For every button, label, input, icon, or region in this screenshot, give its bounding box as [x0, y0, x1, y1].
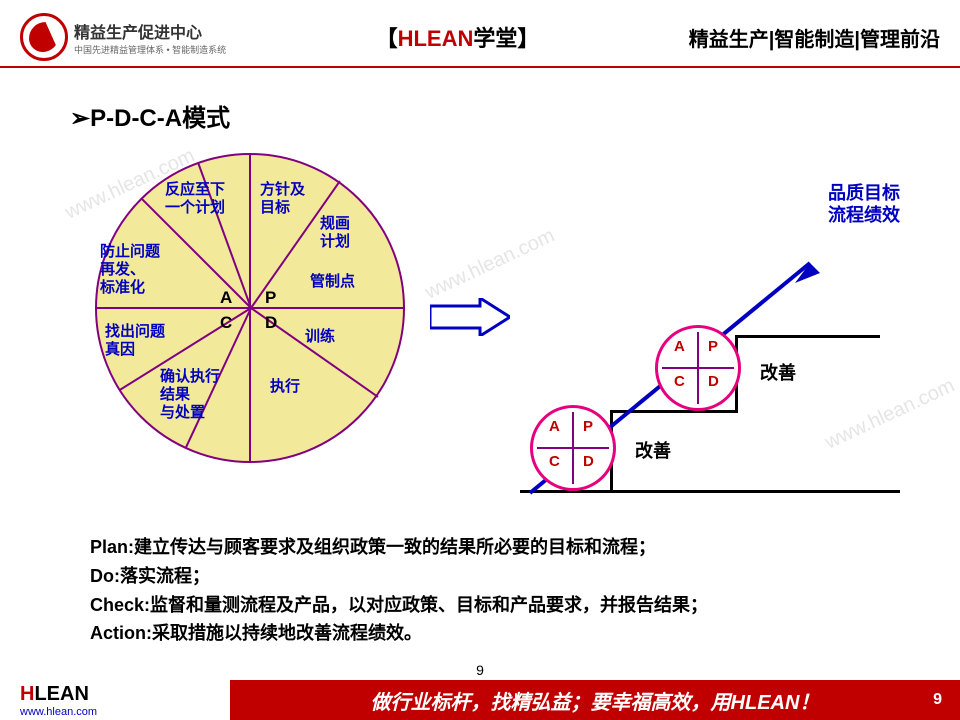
mini-pdca-2: A P C D [655, 325, 741, 411]
page-number-right: 9 [933, 691, 942, 709]
footer: HLEAN www.hlean.com 做行业标杆，找精弘益；要幸福高效，用HL… [0, 680, 960, 720]
mini-pdca-1: A P C D [530, 405, 616, 491]
lbl-xunlian: 训练 [305, 328, 335, 346]
right-title: 精益生产|智能制造|管理前沿 [689, 23, 940, 52]
header: 精益生产促进中心 中国先进精益管理体系 • 智能制造系统 【HLEAN学堂】 精… [0, 0, 960, 68]
lbl-fanying: 反应至下一个计划 [165, 181, 225, 217]
logo-title: 精益生产促进中心 [74, 19, 226, 43]
footer-brand: HLEAN www.hlean.com [0, 680, 230, 720]
lbl-guanzhi: 管制点 [310, 273, 355, 291]
lbl-fangzhi: 防止问题再发、标准化 [100, 243, 160, 297]
center-title: 【HLEAN学堂】 [226, 21, 689, 53]
improvement-slope: 品质目标流程绩效 A P C D A P C D 改善 改善 [520, 183, 920, 513]
lbl-guihua: 规画计划 [320, 215, 350, 251]
lbl-queren: 确认执行结果与处置 [160, 368, 220, 422]
kaizen-label-2: 改善 [760, 359, 796, 385]
q-d: D [265, 313, 277, 333]
q-a: A [220, 288, 232, 308]
diagram-area: A P C D 反应至下一个计划 方针及目标 规画计划 管制点 防止问题再发、标… [0, 143, 960, 513]
q-c: C [220, 313, 232, 333]
kaizen-label-1: 改善 [635, 437, 671, 463]
def-plan: Plan:建立传达与顾客要求及组织政策一致的结果所必要的目标和流程； [90, 533, 890, 562]
q-p: P [265, 288, 276, 308]
page-number-top: 9 [476, 662, 484, 678]
logo-text: 精益生产促进中心 中国先进精益管理体系 • 智能制造系统 [74, 19, 226, 56]
footer-url: www.hlean.com [20, 706, 230, 718]
footer-slogan: 做行业标杆，找精弘益；要幸福高效，用HLEAN！ 9 [230, 680, 960, 720]
goal-label: 品质目标流程绩效 [828, 183, 900, 226]
def-action: Action:采取措施以持续地改善流程绩效。 [90, 619, 890, 648]
lbl-fangzhen: 方针及目标 [260, 181, 305, 217]
arrow-right-icon [430, 298, 510, 336]
definitions: Plan:建立传达与顾客要求及组织政策一致的结果所必要的目标和流程； Do:落实… [90, 533, 890, 648]
lbl-zhixing: 执行 [270, 378, 300, 396]
pdca-circle: A P C D 反应至下一个计划 方针及目标 规画计划 管制点 防止问题再发、标… [95, 153, 405, 463]
lbl-zhaochu: 找出问题真因 [105, 323, 165, 359]
section-title: ➢P-D-C-A模式 [70, 98, 960, 133]
def-do: Do:落实流程； [90, 562, 890, 591]
def-check: Check:监督和量测流程及产品，以对应政策、目标和产品要求，并报告结果； [90, 591, 890, 620]
logo-subtitle: 中国先进精益管理体系 • 智能制造系统 [74, 43, 226, 56]
logo-area: 精益生产促进中心 中国先进精益管理体系 • 智能制造系统 [20, 13, 226, 61]
logo-icon [20, 13, 68, 61]
